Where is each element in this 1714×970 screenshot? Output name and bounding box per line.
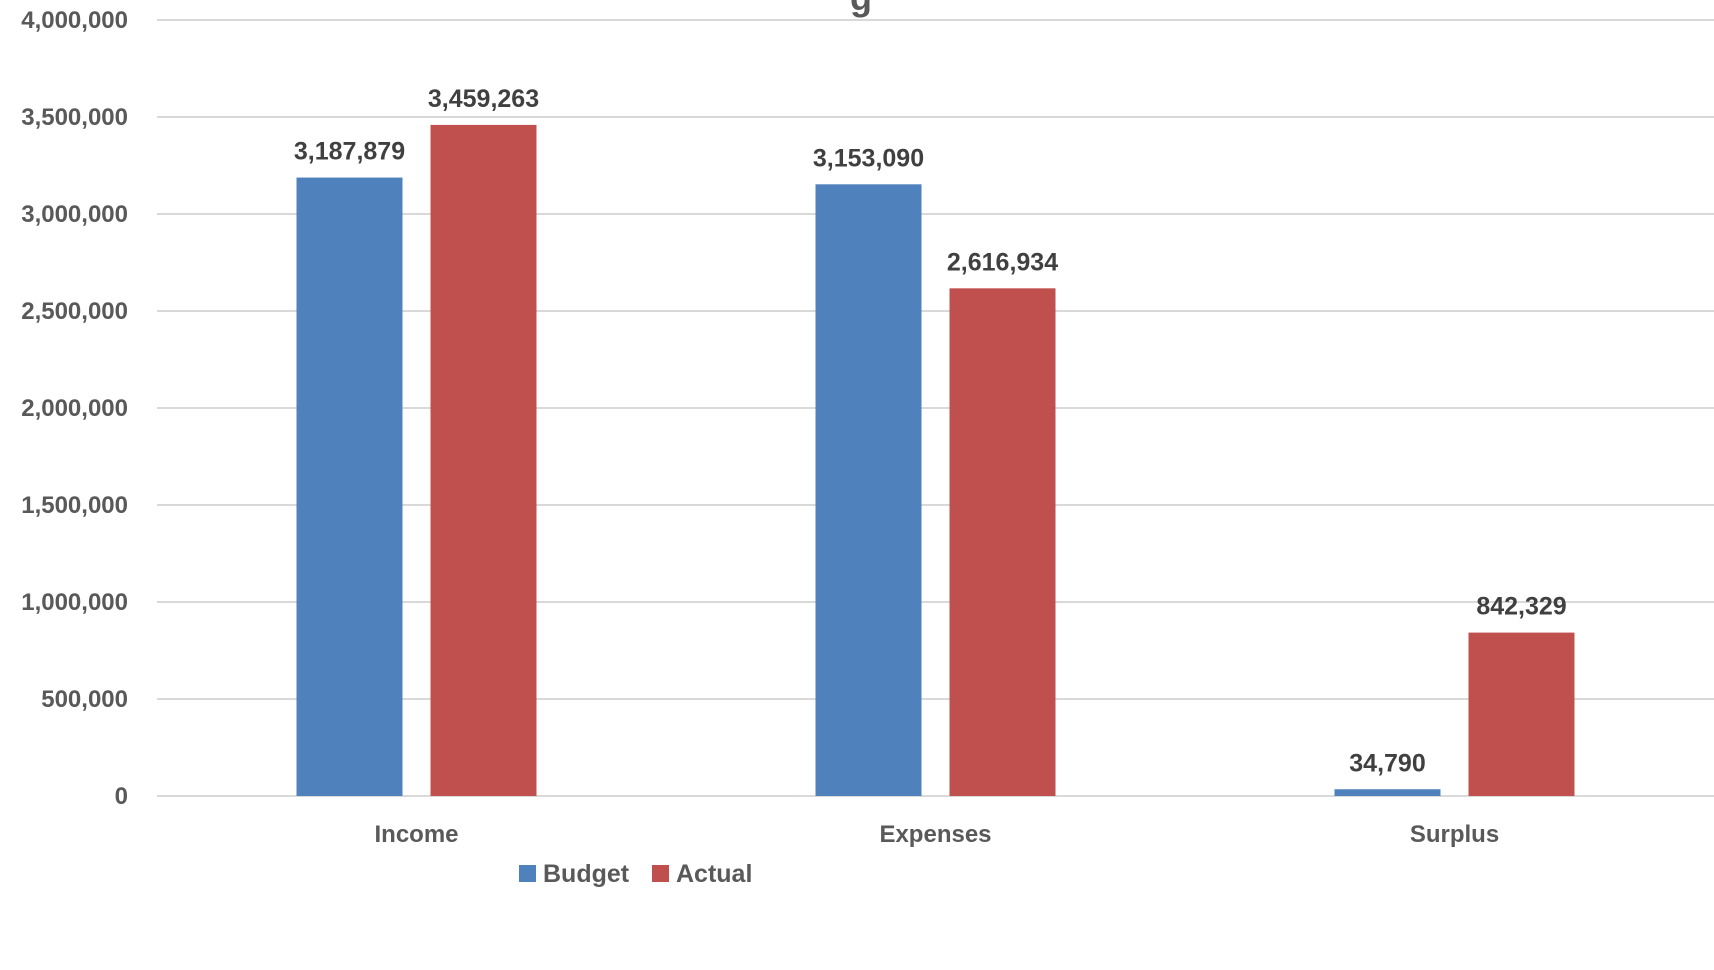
data-label: 842,329 (1476, 593, 1566, 621)
x-tick-label: Expenses (879, 821, 991, 848)
data-label: 3,459,263 (428, 85, 539, 113)
legend-swatch-actual (652, 865, 669, 882)
y-tick-label: 2,500,000 (21, 298, 128, 325)
bar-budget-expenses (815, 184, 922, 796)
x-axis: Income Expenses Surplus (374, 821, 1499, 848)
y-tick-label: 1,000,000 (21, 589, 128, 616)
gridlines (157, 19, 1714, 797)
y-axis: 0 500,000 1,000,000 1,500,000 2,000,000 2,500… (21, 7, 128, 810)
legend-label-actual: Actual (676, 860, 752, 888)
y-tick-label: 3,000,000 (21, 201, 128, 228)
legend-label-budget: Budget (543, 860, 630, 888)
bar-budget-income (296, 177, 403, 797)
y-tick-label: 0 (115, 783, 128, 810)
legend: Budget Actual (519, 860, 752, 888)
y-tick-label: 3,500,000 (21, 104, 128, 131)
bar-actual-expenses (949, 288, 1056, 796)
legend-swatch-budget (519, 865, 536, 882)
bar-actual-surplus (1468, 632, 1575, 796)
data-label: 3,187,879 (294, 138, 405, 166)
chart-title-fragment: g (850, 0, 872, 18)
y-tick-label: 1,500,000 (21, 492, 128, 519)
y-tick-label: 2,000,000 (21, 395, 128, 422)
bars: 3,187,879 3,459,263 3,153,090 2,616,934 34,7… (294, 85, 1575, 797)
data-label: 34,790 (1349, 749, 1425, 777)
x-tick-label: Income (374, 821, 458, 848)
y-tick-label: 4,000,000 (21, 7, 128, 34)
bar-actual-income (430, 124, 537, 797)
data-label: 2,616,934 (947, 248, 1058, 276)
bar-budget-surplus (1334, 789, 1441, 796)
x-tick-label: Surplus (1410, 821, 1499, 848)
y-tick-label: 500,000 (41, 686, 128, 713)
data-label: 3,153,090 (813, 144, 924, 172)
